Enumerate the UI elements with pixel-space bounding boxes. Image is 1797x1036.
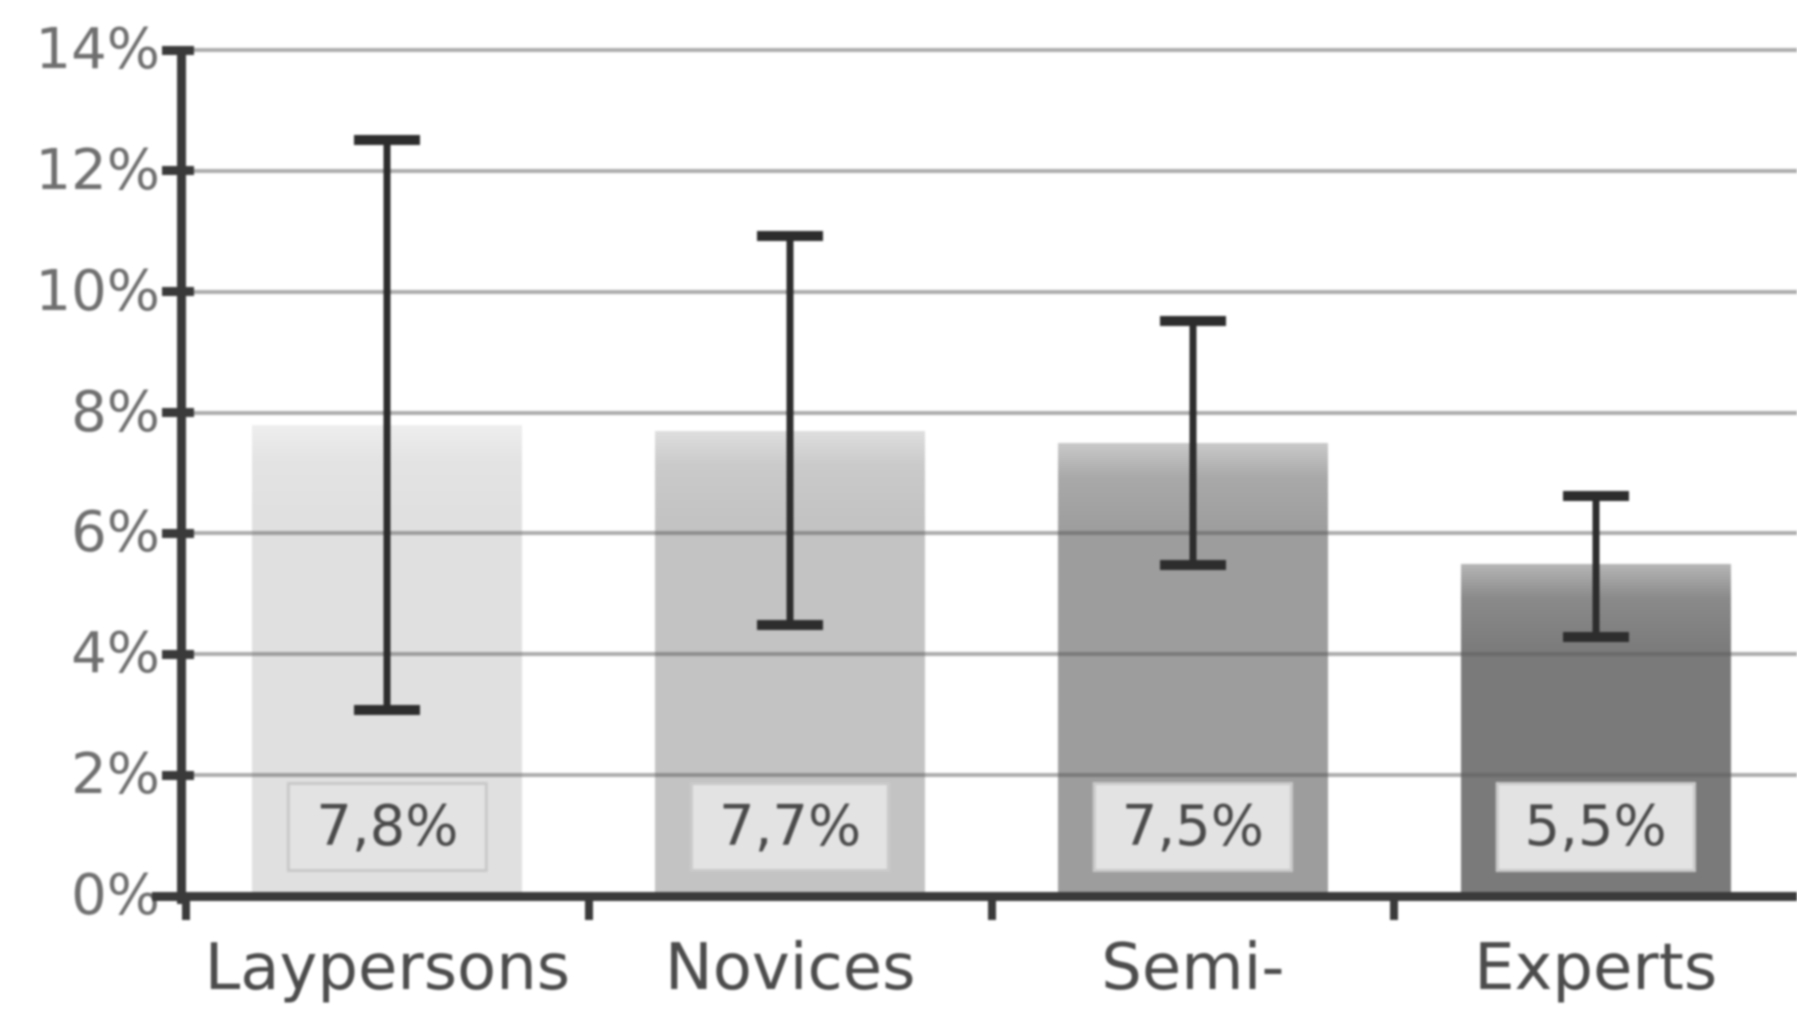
gridline xyxy=(186,168,1797,173)
bar-cell-experts: 5,5% xyxy=(1394,50,1797,896)
y-axis-tick-mark xyxy=(162,408,194,418)
error-bar-cap-top xyxy=(1159,315,1226,326)
plot-area: 7,8% 7,7% 7,5% 5,5% xyxy=(186,48,1797,896)
gridline xyxy=(186,773,1797,778)
error-bar-line xyxy=(786,231,794,631)
y-axis-tick-mark xyxy=(162,649,194,659)
y-axis-tick-mark xyxy=(162,166,194,176)
bar-cell-laypersons: 7,8% xyxy=(186,50,589,896)
bar-value-label: 7,8% xyxy=(287,782,488,872)
x-axis-tick-mark xyxy=(584,901,593,920)
y-axis-tick-label: 14% xyxy=(35,17,160,82)
x-axis-category-label: Laypersons xyxy=(204,931,571,1005)
y-axis-tick-mark xyxy=(162,528,194,538)
y-axis-tick-mark xyxy=(162,891,194,901)
gridline xyxy=(186,289,1797,294)
gridline xyxy=(186,652,1797,657)
y-axis-tick-label: 4% xyxy=(71,621,160,687)
error-bar-cap-top xyxy=(1562,491,1629,502)
x-axis-category-label: Semi-Experts xyxy=(1071,931,1314,1036)
x-axis-category-labels: Laypersons Novices Semi-Experts Experts xyxy=(186,920,1797,1036)
error-bar-cap-top xyxy=(757,231,824,242)
bar-cell-semi-experts: 7,5% xyxy=(992,50,1395,896)
gridline xyxy=(186,410,1797,415)
x-axis-tick-mark xyxy=(1390,901,1399,920)
error-bar-line xyxy=(1592,491,1600,643)
y-axis-tick-mark xyxy=(162,287,194,297)
y-axis-tick-label: 0% xyxy=(71,863,160,928)
y-axis-tick-label: 8% xyxy=(71,379,160,445)
error-bar-cap-bottom xyxy=(757,620,824,631)
x-axis-tick-mark xyxy=(987,901,996,920)
y-axis-tick-label: 10% xyxy=(35,258,160,324)
error-bar-cap-bottom xyxy=(354,704,421,715)
y-axis-tick-label: 12% xyxy=(35,137,160,203)
error-bar-cap-top xyxy=(354,134,421,145)
error-bar-cap-bottom xyxy=(1159,559,1226,570)
bar-value-label: 7,7% xyxy=(689,782,891,872)
y-axis-tick-label: 2% xyxy=(71,742,160,808)
x-axis-category-label: Experts xyxy=(1474,931,1718,1005)
error-bar-cap-bottom xyxy=(1562,632,1629,643)
x-axis-category-label: Novices xyxy=(664,931,916,1005)
error-bar-laypersons xyxy=(354,134,421,715)
y-axis-tick-label: 6% xyxy=(71,500,160,566)
gridline xyxy=(186,48,1797,52)
error-bar-semi-experts xyxy=(1159,315,1226,570)
y-axis-tick-mark xyxy=(162,45,194,55)
y-axis-line xyxy=(177,46,186,904)
y-axis-tick-mark xyxy=(162,770,194,780)
x-axis-line xyxy=(152,892,1797,901)
gridline xyxy=(186,531,1797,536)
error-bar-novices xyxy=(757,231,824,631)
error-bar-experts xyxy=(1562,491,1629,643)
x-axis-tick-mark xyxy=(182,901,190,920)
error-bar-line xyxy=(383,134,391,715)
bar-value-label: 7,5% xyxy=(1092,782,1294,872)
bar-value-label: 5,5% xyxy=(1495,782,1696,872)
bar-cell-novices: 7,7% xyxy=(589,50,992,896)
error-bar-line xyxy=(1189,315,1197,570)
